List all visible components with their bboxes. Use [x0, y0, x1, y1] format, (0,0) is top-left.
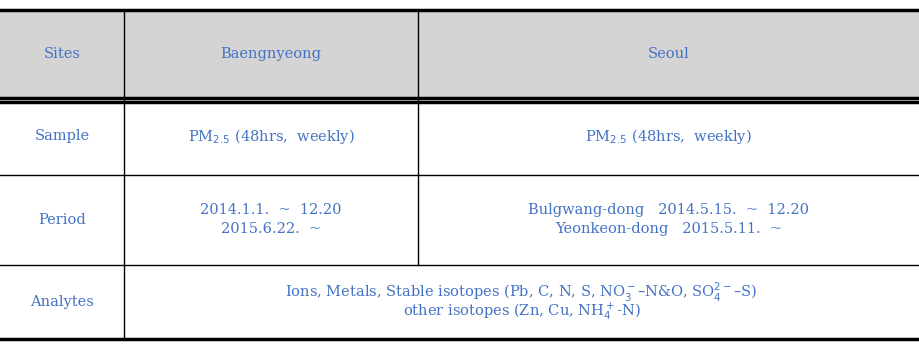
- Text: other isotopes (Zn, Cu, NH$_4^+$-N): other isotopes (Zn, Cu, NH$_4^+$-N): [403, 300, 641, 322]
- Text: Ions, Metals, Stable isotopes (Pb, C, N, S, NO$_3^-$–N&O, SO$_4^{2-}$–S): Ions, Metals, Stable isotopes (Pb, C, N,…: [285, 281, 758, 304]
- Text: 2015.6.22.  ~: 2015.6.22. ~: [221, 222, 322, 237]
- Text: Sites: Sites: [43, 47, 81, 61]
- Bar: [0, 265, 919, 339]
- Text: Analytes: Analytes: [30, 295, 94, 309]
- Text: PM$_{2.5}$ (48hrs,  weekly): PM$_{2.5}$ (48hrs, weekly): [585, 127, 752, 146]
- Text: Baengnyeong: Baengnyeong: [221, 47, 322, 61]
- Bar: [0, 174, 919, 265]
- Text: Sample: Sample: [35, 129, 89, 143]
- Text: Period: Period: [39, 213, 85, 227]
- Text: 2014.1.1.  ~  12.20: 2014.1.1. ~ 12.20: [200, 203, 342, 217]
- Bar: [0, 10, 919, 98]
- Text: Bulgwang-dong   2014.5.15.  ~  12.20: Bulgwang-dong 2014.5.15. ~ 12.20: [528, 203, 809, 217]
- Text: Yeonkeon-dong   2015.5.11.  ~: Yeonkeon-dong 2015.5.11. ~: [555, 222, 782, 237]
- Text: Seoul: Seoul: [648, 47, 689, 61]
- Bar: [0, 98, 919, 174]
- Text: PM$_{2.5}$ (48hrs,  weekly): PM$_{2.5}$ (48hrs, weekly): [187, 127, 355, 146]
